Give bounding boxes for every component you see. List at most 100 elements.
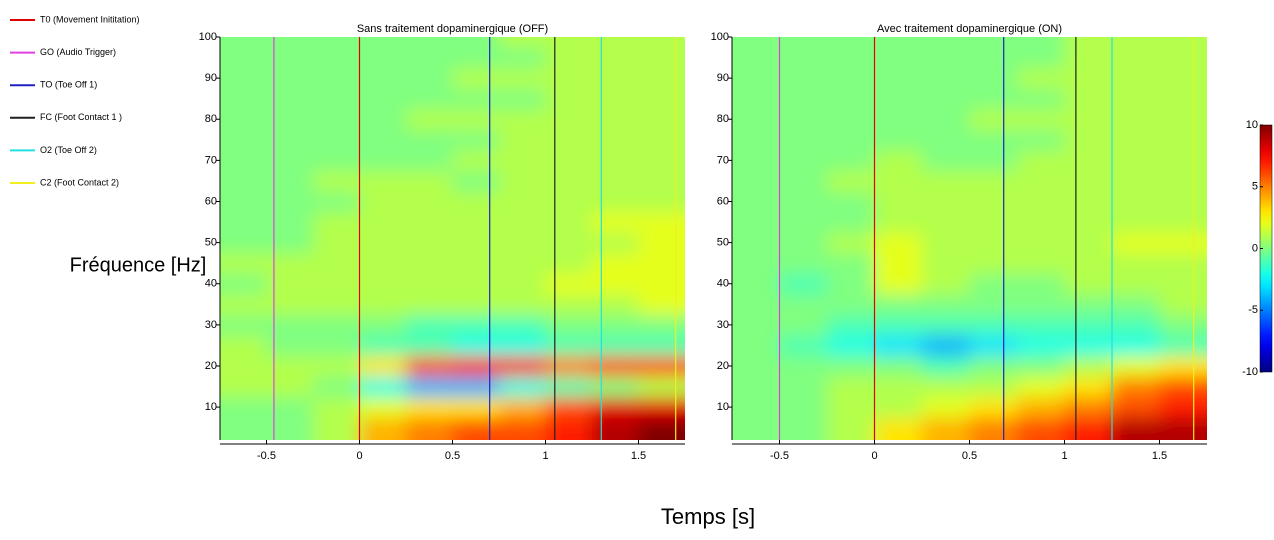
heatmap-cell	[874, 273, 923, 295]
heatmap-cell	[1017, 273, 1065, 295]
heatmap-cell	[1064, 417, 1113, 440]
heatmap-cell	[922, 170, 970, 192]
heatmap-cell	[1159, 170, 1207, 192]
heatmap-cell	[732, 191, 780, 213]
heatmap-cell	[1112, 108, 1160, 131]
heatmap-cell	[874, 376, 923, 398]
heatmap-cell	[220, 273, 267, 295]
heatmap-cell	[732, 47, 780, 69]
heatmap-cell	[638, 150, 685, 172]
heatmap-cell	[922, 335, 970, 357]
heatmap-cell	[732, 170, 780, 192]
heatmap-cell	[1064, 335, 1113, 357]
heatmap-cell	[545, 67, 593, 89]
heatmap-cell	[220, 376, 267, 398]
heatmap-cell	[266, 252, 314, 274]
heatmap-cell	[499, 396, 546, 418]
heatmap-cell	[732, 67, 780, 89]
y-tick-label: 100	[711, 31, 729, 43]
heatmap-cell	[1159, 129, 1207, 151]
x-tick-label: 1.5	[1152, 450, 1167, 462]
heatmap-cell	[220, 191, 267, 213]
heatmap-cell	[732, 232, 780, 254]
heatmap-cell	[827, 67, 875, 89]
heatmap-cell	[1112, 47, 1160, 69]
heatmap-cell	[827, 37, 875, 48]
heatmap-cell	[220, 252, 267, 274]
heatmap-cell	[922, 150, 970, 172]
heatmap-cell	[922, 47, 970, 69]
heatmap-cell	[359, 47, 407, 69]
heatmap-cell	[779, 396, 828, 418]
heatmap-cell	[1017, 191, 1065, 213]
heatmap-cell	[266, 47, 314, 69]
heatmap-cell	[220, 314, 267, 336]
heatmap-cell	[638, 37, 685, 48]
heatmap-cell	[779, 294, 828, 316]
heatmap-cell	[406, 376, 453, 398]
heatmap-cell	[313, 88, 360, 110]
legend-label: GO (Audio Trigger)	[40, 47, 116, 57]
heatmap-cell	[452, 170, 500, 192]
heatmap-cell	[732, 37, 780, 48]
heatmap-cell	[732, 314, 780, 336]
heatmap-cell	[922, 211, 970, 233]
heatmap-cell	[969, 37, 1018, 48]
heatmap-cell	[969, 335, 1018, 357]
heatmap-cell	[827, 191, 875, 213]
heatmap-cell	[874, 252, 923, 274]
legend-label: FC (Foot Contact 1 )	[40, 112, 122, 122]
heatmap-cell	[732, 355, 780, 377]
heatmap-cell	[1159, 150, 1207, 172]
heatmap-cell	[452, 355, 500, 377]
heatmap-cell	[359, 67, 407, 89]
x-axis-label: Temps [s]	[661, 504, 755, 529]
heatmap-cell	[545, 129, 593, 151]
heatmap-cell	[827, 150, 875, 172]
heatmap-cell	[969, 355, 1018, 377]
heatmap-cell	[592, 37, 639, 48]
y-tick-label: 90	[717, 72, 729, 84]
x-tick-label: 1	[542, 450, 548, 462]
heatmap-cell	[592, 417, 639, 440]
heatmap-cell	[969, 191, 1018, 213]
heatmap-cell	[969, 150, 1018, 172]
heatmap-cell	[313, 150, 360, 172]
heatmap-cell	[1064, 294, 1113, 316]
heatmap-cell	[499, 232, 546, 254]
heatmap-cell	[220, 67, 267, 89]
heatmap-cell	[874, 232, 923, 254]
heatmap-cell	[969, 396, 1018, 418]
heatmap-cell	[1017, 294, 1065, 316]
heatmap-cell	[220, 294, 267, 316]
x-tick-label: 0	[871, 450, 877, 462]
heatmap-cell	[452, 129, 500, 151]
heatmap-cell	[406, 191, 453, 213]
heatmap-cell	[732, 335, 780, 357]
heatmap-cell	[406, 88, 453, 110]
heatmap-cell	[1159, 396, 1207, 418]
heatmap-cell	[266, 170, 314, 192]
heatmap-cell	[1064, 47, 1113, 69]
heatmap-cell	[313, 396, 360, 418]
heatmap-cell	[779, 37, 828, 48]
heatmap-cell	[1112, 150, 1160, 172]
heatmap-cell	[922, 232, 970, 254]
heatmap-cell	[969, 314, 1018, 336]
heatmap-cell	[638, 355, 685, 377]
heatmap-cell	[1159, 355, 1207, 377]
heatmap-cell	[359, 191, 407, 213]
heatmap-cell	[1159, 88, 1207, 110]
heatmap-cell	[545, 37, 593, 48]
heatmap-cell	[969, 273, 1018, 295]
heatmap-cell	[922, 129, 970, 151]
heatmap-cell	[638, 191, 685, 213]
heatmap-cell	[220, 211, 267, 233]
heatmap-cell	[499, 273, 546, 295]
heatmap-cell	[638, 129, 685, 151]
heatmap-cell	[359, 273, 407, 295]
heatmap-cell	[1159, 232, 1207, 254]
heatmap-cell	[545, 314, 593, 336]
heatmap-cell	[1112, 88, 1160, 110]
heatmap-cell	[732, 294, 780, 316]
